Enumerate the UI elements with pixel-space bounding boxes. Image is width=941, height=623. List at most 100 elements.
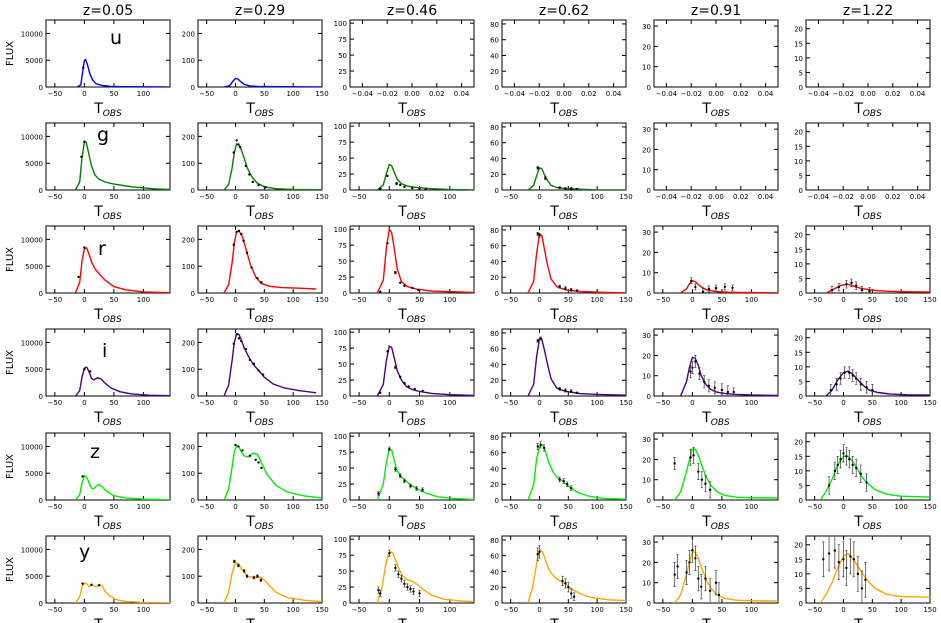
panel-u-2: 0 25 50 75 100 −0.04 −0.02 0.00 0.02 0.04 TOBS: [334, 19, 475, 119]
x-axis-title: TOBS: [853, 204, 882, 222]
data-point: [418, 592, 421, 595]
x-axis-title: TOBS: [245, 307, 274, 325]
panel-z-4: 0 10 20 30 −50 0 50 100 TOBS: [642, 432, 779, 532]
data-point: [248, 173, 251, 176]
y-tick-label: 10: [642, 270, 651, 278]
data-point: [264, 186, 267, 189]
data-point: [538, 550, 541, 553]
model-curve: [825, 283, 930, 293]
plot-frame: [349, 122, 475, 191]
x-tick-label: −50: [199, 503, 214, 511]
x-tick-label: 0: [690, 606, 694, 614]
x-tick-label: −50: [807, 296, 822, 304]
x-tick-label: −50: [199, 193, 214, 201]
panel-u-0: 0 5000 10000 −50 0 50 100 TOBS u: [21, 19, 171, 119]
data-point: [845, 566, 848, 570]
x-axis-title-main: T: [93, 101, 103, 117]
y-tick-label: 0: [191, 497, 195, 505]
x-axis-title: TOBS: [701, 307, 730, 325]
x-tick-label: 150: [315, 90, 328, 98]
x-axis-title-sub: OBS: [255, 418, 274, 428]
data-point: [536, 232, 539, 236]
column-title: z=0.29: [235, 3, 285, 19]
data-point: [833, 469, 837, 473]
x-tick-label: −50: [352, 296, 367, 304]
y-tick-label: 75: [338, 36, 347, 44]
x-tick-label: 150: [315, 503, 328, 511]
x-axis-title-sub: OBS: [407, 212, 426, 222]
y-tick-label: 100: [182, 57, 195, 65]
y-axis-title: FLUX: [5, 247, 16, 272]
x-axis-title-main: T: [245, 307, 255, 323]
panel-y-3: 0 20 40 60 80 −50 0 50 100 150 TOBS: [490, 535, 633, 623]
x-axis-title-sub: OBS: [103, 315, 122, 325]
x-tick-label: 150: [923, 503, 936, 511]
plot-frame: [349, 432, 475, 501]
x-tick-label: −50: [655, 399, 670, 407]
data-point: [564, 287, 567, 290]
y-tick-label: 30: [642, 332, 651, 340]
y-tick-label: 20: [490, 274, 499, 282]
y-tick-label: 25: [338, 481, 347, 489]
data-point: [830, 288, 834, 292]
plot-frame: [805, 328, 931, 397]
x-axis-title-main: T: [93, 617, 103, 623]
y-tick-label: 75: [338, 345, 347, 353]
data-point: [257, 461, 260, 464]
data-point: [700, 585, 703, 588]
y-tick-label: 40: [490, 568, 499, 576]
data-point: [403, 284, 406, 288]
y-tick-label: 0: [647, 497, 651, 505]
data-point: [572, 595, 576, 598]
data-point: [97, 584, 101, 587]
y-tick-label: 0: [647, 290, 651, 298]
x-tick-label: 0.00: [708, 90, 724, 98]
x-tick-label: 100: [894, 503, 907, 511]
y-tick-label: 20: [794, 232, 803, 240]
data-point: [714, 286, 718, 290]
y-tick-label: 80: [490, 21, 499, 29]
model-curve: [376, 447, 474, 500]
y-tick-label: 100: [182, 573, 195, 581]
y-tick-label: 25: [338, 584, 347, 592]
x-tick-label: 100: [443, 296, 456, 304]
data-point: [720, 388, 724, 392]
column-title: z=1.22: [843, 3, 893, 19]
y-tick-label: 100: [182, 366, 195, 374]
y-tick-label: 200: [182, 339, 195, 347]
x-axis-title: TOBS: [245, 204, 274, 222]
x-axis-title: TOBS: [549, 204, 578, 222]
x-tick-label: 50: [564, 399, 573, 407]
x-axis-title-main: T: [93, 514, 103, 530]
y-tick-label: 100: [334, 433, 347, 441]
data-point: [570, 187, 573, 190]
x-tick-label: −50: [807, 503, 822, 511]
data-point: [83, 246, 86, 249]
x-axis-title-main: T: [853, 514, 863, 530]
x-tick-label: 0: [841, 606, 845, 614]
y-tick-label: 60: [490, 346, 499, 354]
x-tick-label: 150: [315, 399, 328, 407]
data-point: [562, 479, 565, 483]
y-tick-label: 5: [799, 482, 803, 490]
x-tick-label: 100: [745, 296, 758, 304]
x-axis-title-sub: OBS: [407, 315, 426, 325]
data-point: [845, 283, 848, 286]
data-point: [856, 572, 860, 576]
x-tick-label: −0.04: [808, 90, 830, 98]
plot-frame: [349, 19, 475, 88]
y-tick-label: 5000: [25, 57, 43, 65]
y-tick-label: 100: [182, 263, 195, 271]
x-axis-title-sub: OBS: [407, 109, 426, 119]
data-point: [254, 458, 257, 461]
plot-frame: [45, 535, 171, 604]
data-point: [575, 188, 579, 190]
data-point: [235, 230, 238, 234]
model-curve: [74, 582, 170, 603]
panel-i-5: 0 5 10 15 20 −50 0 50 100 150 TOBS: [794, 328, 937, 428]
y-tick-label: 15: [794, 556, 803, 564]
y-tick-label: 5: [799, 585, 803, 593]
x-tick-label: 50: [868, 503, 877, 511]
data-point: [860, 288, 864, 292]
y-tick-label: 80: [490, 537, 499, 545]
